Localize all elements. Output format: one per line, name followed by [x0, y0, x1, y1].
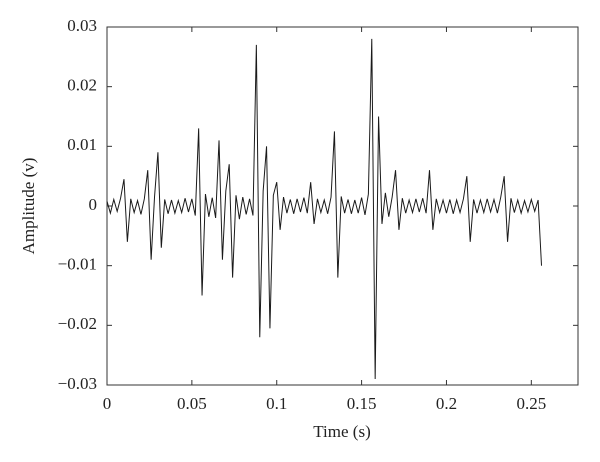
x-tick-label: 0.25 [516, 394, 546, 413]
y-tick-label: 0.02 [67, 76, 97, 95]
y-tick-label: −0.02 [58, 314, 97, 333]
y-axis-label: Amplitude (v) [19, 158, 38, 255]
signal-line [106, 38, 543, 380]
plot-frame [106, 26, 579, 386]
x-tick-label: 0.1 [266, 394, 287, 413]
y-tick-label: −0.01 [58, 255, 97, 274]
x-tick-label: 0.15 [347, 394, 377, 413]
x-axis-label: Time (s) [313, 422, 370, 441]
y-tick-label: 0.01 [67, 135, 97, 154]
x-tick-label: 0.2 [436, 394, 457, 413]
y-tick-label: −0.03 [58, 374, 97, 393]
x-tick-label: 0.05 [177, 394, 207, 413]
x-tick-label: 0 [103, 394, 112, 413]
y-tick-label: 0.03 [67, 16, 97, 35]
y-tick-label: 0 [89, 195, 98, 214]
